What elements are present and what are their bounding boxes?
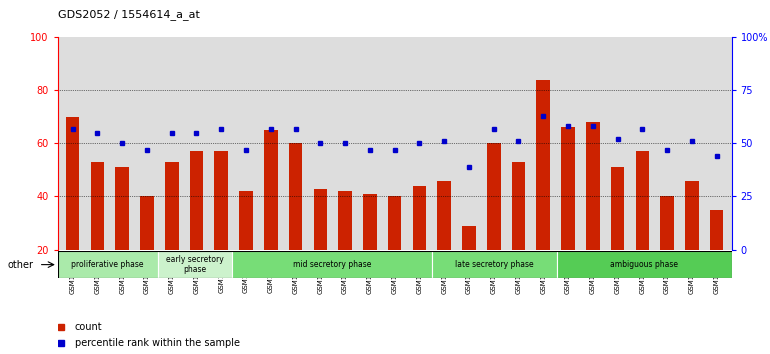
Text: late secretory phase: late secretory phase [455, 260, 534, 269]
Text: percentile rank within the sample: percentile rank within the sample [75, 338, 239, 348]
Bar [264, 130, 278, 250]
Bar [313, 188, 327, 250]
Bar [388, 196, 401, 250]
Bar [432, 251, 557, 278]
Bar [487, 143, 500, 250]
Bar [140, 196, 154, 250]
Bar [437, 181, 451, 250]
Bar [91, 162, 104, 250]
Bar [189, 152, 203, 250]
Bar [586, 122, 600, 250]
Text: other: other [8, 259, 34, 270]
Bar [685, 181, 698, 250]
Bar [537, 80, 550, 250]
Bar [611, 167, 624, 250]
Bar [239, 191, 253, 250]
Bar [165, 162, 179, 250]
Bar [462, 226, 476, 250]
Text: early secretory
phase: early secretory phase [166, 255, 224, 274]
Bar [116, 167, 129, 250]
Text: count: count [75, 322, 102, 332]
Bar [661, 196, 674, 250]
Bar [635, 152, 649, 250]
Text: ambiguous phase: ambiguous phase [610, 260, 678, 269]
Text: mid secretory phase: mid secretory phase [293, 260, 371, 269]
Bar [233, 251, 432, 278]
Bar [65, 117, 79, 250]
Bar [58, 251, 158, 278]
Bar [511, 162, 525, 250]
Bar [289, 143, 303, 250]
Bar [710, 210, 724, 250]
Bar [338, 191, 352, 250]
Bar [214, 152, 228, 250]
Bar [158, 251, 233, 278]
Text: GDS2052 / 1554614_a_at: GDS2052 / 1554614_a_at [58, 9, 199, 20]
Bar [363, 194, 377, 250]
Text: proliferative phase: proliferative phase [72, 260, 144, 269]
Bar [413, 186, 427, 250]
Bar [557, 251, 732, 278]
Bar [561, 127, 575, 250]
